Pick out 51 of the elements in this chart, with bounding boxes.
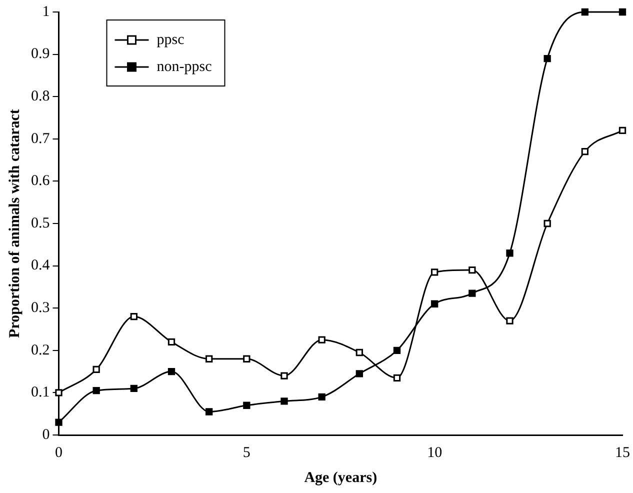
- point: [468, 290, 476, 297]
- point: [431, 300, 438, 308]
- y-tick-label: 0.8: [31, 88, 50, 105]
- legend-label: ppsc: [156, 32, 185, 48]
- point: [130, 384, 138, 392]
- point: [356, 370, 363, 378]
- point: [318, 393, 326, 401]
- point: [393, 374, 401, 382]
- point: [92, 366, 100, 374]
- point: [130, 312, 138, 320]
- point: [243, 355, 250, 362]
- y-tick-label: 0: [42, 426, 50, 443]
- x-axis-title: Age (years): [304, 470, 378, 486]
- point: [506, 250, 514, 257]
- y-tick-label: 1: [42, 4, 50, 20]
- point: [243, 402, 250, 409]
- x-tick-label: 0: [55, 444, 62, 461]
- point: [618, 8, 626, 16]
- point: [506, 317, 514, 324]
- y-tick-label: 0.3: [31, 300, 50, 316]
- point: [206, 355, 213, 362]
- point: [581, 148, 588, 156]
- point: [618, 126, 626, 134]
- point: [168, 338, 176, 346]
- y-tick-label: 0.6: [31, 173, 50, 190]
- point: [92, 387, 100, 394]
- point: [55, 418, 62, 426]
- point: [206, 408, 213, 416]
- point: [55, 389, 62, 396]
- y-tick-label: 0.7: [31, 130, 50, 147]
- point: [544, 220, 551, 228]
- x-tick-label: 15: [615, 444, 630, 461]
- y-axis-title: Proportion of animals with cataract: [6, 109, 23, 338]
- x-tick-label: 10: [427, 444, 442, 461]
- point: [468, 266, 476, 274]
- point: [431, 268, 438, 276]
- point: [280, 398, 288, 405]
- legend-label: non-ppsc: [156, 58, 212, 75]
- y-tick-label: 0.5: [31, 215, 50, 232]
- point: [544, 54, 551, 62]
- y-tick-label: 0.2: [31, 342, 50, 358]
- point: [318, 336, 326, 344]
- point: [168, 368, 176, 376]
- x-tick-label: 5: [242, 444, 250, 461]
- y-tick-label: 0.4: [31, 258, 50, 274]
- point: [356, 348, 363, 356]
- y-tick-label: 0.9: [31, 46, 50, 62]
- point: [393, 346, 401, 354]
- point: [280, 372, 288, 380]
- point: [581, 8, 588, 16]
- y-tick-label: 0.1: [31, 384, 50, 401]
